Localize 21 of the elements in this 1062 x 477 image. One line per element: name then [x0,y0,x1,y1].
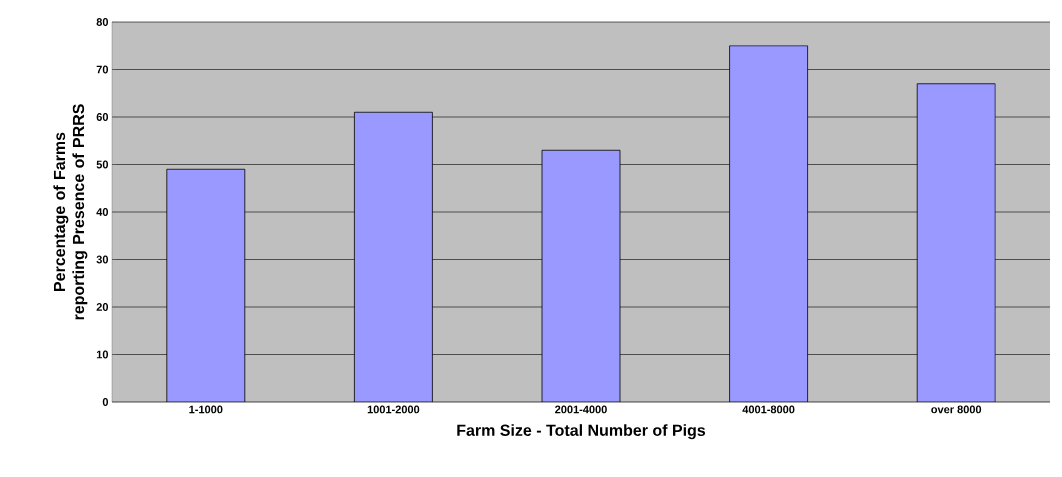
y-tick-label: 10 [96,350,109,359]
y-tick-label: 30 [96,255,109,264]
bar [166,168,246,402]
y-tick-label: 70 [96,65,109,74]
x-tick-label: 1001-2000 [367,405,420,414]
x-axis-title: Farm Size - Total Number of Pigs [457,424,706,440]
y-tick-label: 60 [96,113,109,121]
y-tick-label: 80 [96,18,109,26]
y-axis-title: Percentage of Farms reporting Presence of PRRS [53,104,88,320]
bar [354,111,433,402]
y-tick-label: 40 [96,208,109,216]
x-tick-label: over 8000 [931,405,982,414]
x-tick-label: 4001-8000 [742,405,795,414]
x-tick-label: 1-1000 [189,405,223,414]
x-tick-label: 2001-4000 [555,405,607,414]
bar [541,149,621,402]
y-tick-label: 0 [102,398,109,406]
y-tick-label: 20 [96,303,109,311]
bar [729,45,809,402]
y-tick-label: 50 [96,160,109,169]
bar [916,83,996,402]
